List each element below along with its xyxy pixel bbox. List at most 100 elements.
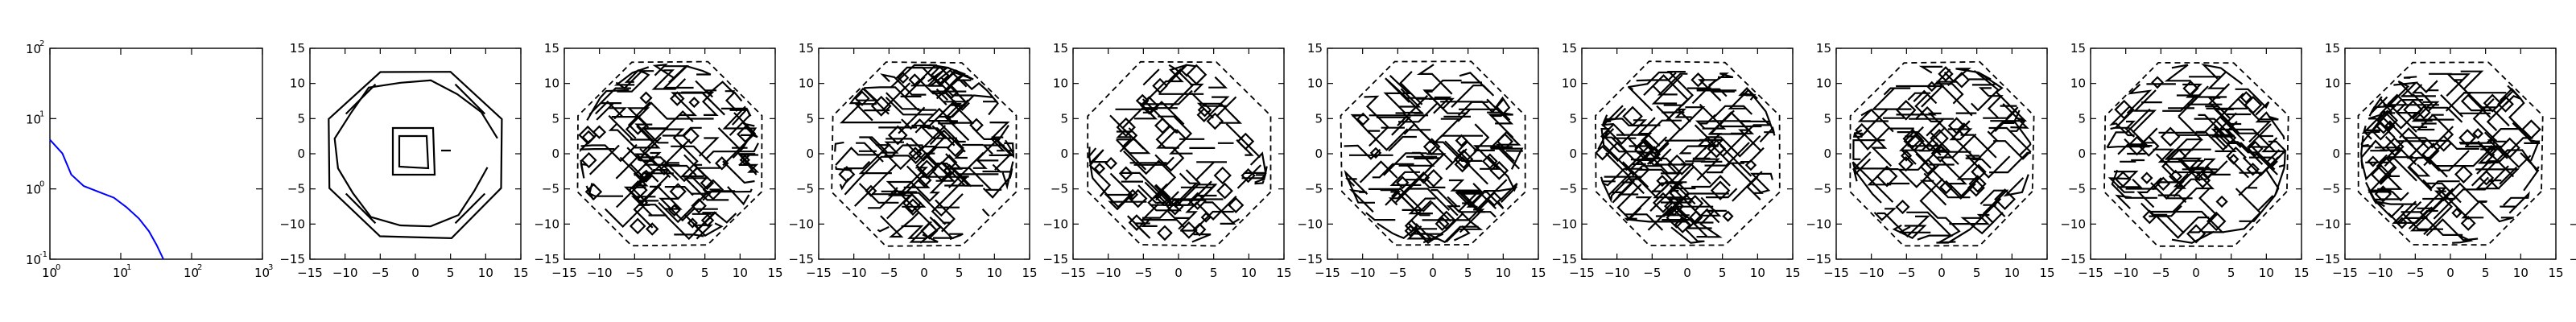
contour-line bbox=[1857, 109, 1889, 122]
contour-line bbox=[890, 64, 945, 95]
contour-line bbox=[1949, 213, 1991, 225]
contour-line bbox=[2248, 109, 2279, 121]
contour-line bbox=[2482, 153, 2499, 163]
y-tick-label: −5 bbox=[1559, 182, 1577, 196]
contour-line bbox=[1154, 184, 1224, 200]
x-tick-label: 15 bbox=[1276, 266, 1291, 280]
contour-line bbox=[1622, 105, 1643, 127]
x-tick-label: 0 bbox=[920, 266, 928, 280]
contour-line bbox=[1664, 139, 1730, 163]
contour-line bbox=[2110, 108, 2135, 130]
x-tick-label: 0 bbox=[1938, 266, 1946, 280]
contour-line bbox=[2460, 70, 2484, 90]
x-tick-label: 15 bbox=[2293, 266, 2309, 280]
contour-line bbox=[2503, 191, 2530, 214]
y-tick-label: 0 bbox=[1569, 147, 1577, 161]
contour-line bbox=[859, 136, 888, 153]
y-tick-label: 10 bbox=[2325, 76, 2340, 91]
contour-line bbox=[737, 125, 754, 143]
contour-line bbox=[1254, 180, 1265, 185]
x-tick-label: 0 bbox=[2446, 266, 2454, 280]
contour-line bbox=[988, 100, 999, 116]
contour-line bbox=[1407, 200, 1464, 245]
contour-line bbox=[1395, 112, 1418, 128]
contour-line bbox=[682, 127, 700, 145]
contour-line bbox=[651, 69, 687, 90]
contour-line bbox=[969, 118, 984, 133]
contour-line bbox=[1416, 64, 1453, 95]
contour-line bbox=[897, 72, 910, 85]
contour-line bbox=[2115, 194, 2132, 209]
contour-line bbox=[1365, 212, 1396, 221]
contour-line bbox=[2483, 93, 2502, 113]
contour-line bbox=[1652, 192, 1674, 213]
contour-line bbox=[1907, 145, 1959, 165]
contour-line bbox=[2385, 140, 2414, 159]
contour-line bbox=[916, 125, 947, 155]
x-tick-label: 0 bbox=[2192, 266, 2200, 280]
contour-line bbox=[1651, 171, 1682, 192]
y-tick-label: 10 bbox=[26, 42, 41, 56]
contour-line bbox=[2361, 143, 2373, 148]
contour-line bbox=[920, 221, 939, 240]
contour-line bbox=[1408, 197, 1436, 215]
contour-line bbox=[1383, 75, 1423, 114]
contour-line bbox=[972, 126, 1001, 169]
x-tick-label: 10 bbox=[2513, 266, 2529, 280]
y-tick-label: −15 bbox=[279, 252, 305, 266]
contour-line bbox=[2117, 143, 2145, 155]
contour-line bbox=[1186, 64, 1208, 85]
contour-line bbox=[1489, 130, 1521, 163]
contour-line bbox=[1746, 175, 1761, 200]
contour-line bbox=[1691, 175, 1731, 188]
contour-line bbox=[345, 83, 377, 115]
contour-line bbox=[1616, 184, 1642, 221]
contour-line bbox=[1116, 117, 1136, 138]
plot-frame bbox=[49, 47, 263, 260]
contour-line bbox=[1228, 196, 1245, 213]
contour-line bbox=[1608, 170, 1649, 196]
contour-line bbox=[1435, 216, 1450, 232]
contour-line bbox=[835, 166, 852, 171]
y-tick-label: −5 bbox=[1305, 182, 1323, 196]
contour-line bbox=[2152, 213, 2185, 234]
y-tick-label: 5 bbox=[1569, 111, 1577, 126]
contour-line bbox=[1356, 112, 1370, 126]
contour-line bbox=[914, 107, 956, 134]
y-tick-label: −5 bbox=[2068, 182, 2086, 196]
contour-line bbox=[1919, 178, 1961, 244]
boundary-contour bbox=[1595, 60, 1781, 246]
contour-line bbox=[2370, 164, 2392, 185]
contour-line bbox=[904, 198, 922, 216]
contour-line bbox=[1191, 233, 1212, 243]
contour-line bbox=[1713, 105, 1753, 118]
y-tick-label: 15 bbox=[2070, 41, 2086, 56]
contour-line bbox=[1930, 132, 1971, 153]
contour-line bbox=[2472, 128, 2484, 139]
contour-line bbox=[2239, 190, 2278, 222]
x-tick-label: 10 bbox=[2259, 266, 2274, 280]
contour-line bbox=[1994, 188, 2016, 211]
contour-line bbox=[2497, 95, 2514, 113]
y-tick-label: 10 bbox=[1816, 76, 1831, 91]
contour-line bbox=[1667, 198, 1714, 224]
contour-line bbox=[1486, 191, 1502, 207]
y-tick-label: −15 bbox=[1042, 252, 1068, 266]
contour-line bbox=[2479, 170, 2495, 186]
contour-line bbox=[1173, 172, 1199, 207]
contour-line bbox=[1632, 147, 1654, 165]
contour-line bbox=[1439, 118, 1462, 138]
contour-line bbox=[645, 109, 694, 130]
x-tick-label-exponent: 1 bbox=[126, 263, 131, 272]
x-tick-label: 5 bbox=[447, 266, 455, 280]
contour-line bbox=[948, 151, 985, 188]
contour-line bbox=[671, 92, 712, 117]
contour-line bbox=[2207, 97, 2231, 119]
contour-line bbox=[1628, 71, 1673, 89]
contour-line bbox=[1728, 89, 1758, 109]
contour-line bbox=[1653, 148, 1690, 166]
x-tick-label: 15 bbox=[513, 266, 528, 280]
x-tick-label: 10 bbox=[254, 266, 270, 280]
x-tick-label: −10 bbox=[1604, 266, 1630, 280]
boundary-contour bbox=[1849, 60, 2035, 247]
